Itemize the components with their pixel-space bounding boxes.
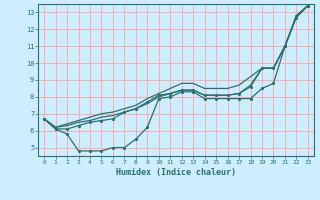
X-axis label: Humidex (Indice chaleur): Humidex (Indice chaleur) (116, 168, 236, 177)
